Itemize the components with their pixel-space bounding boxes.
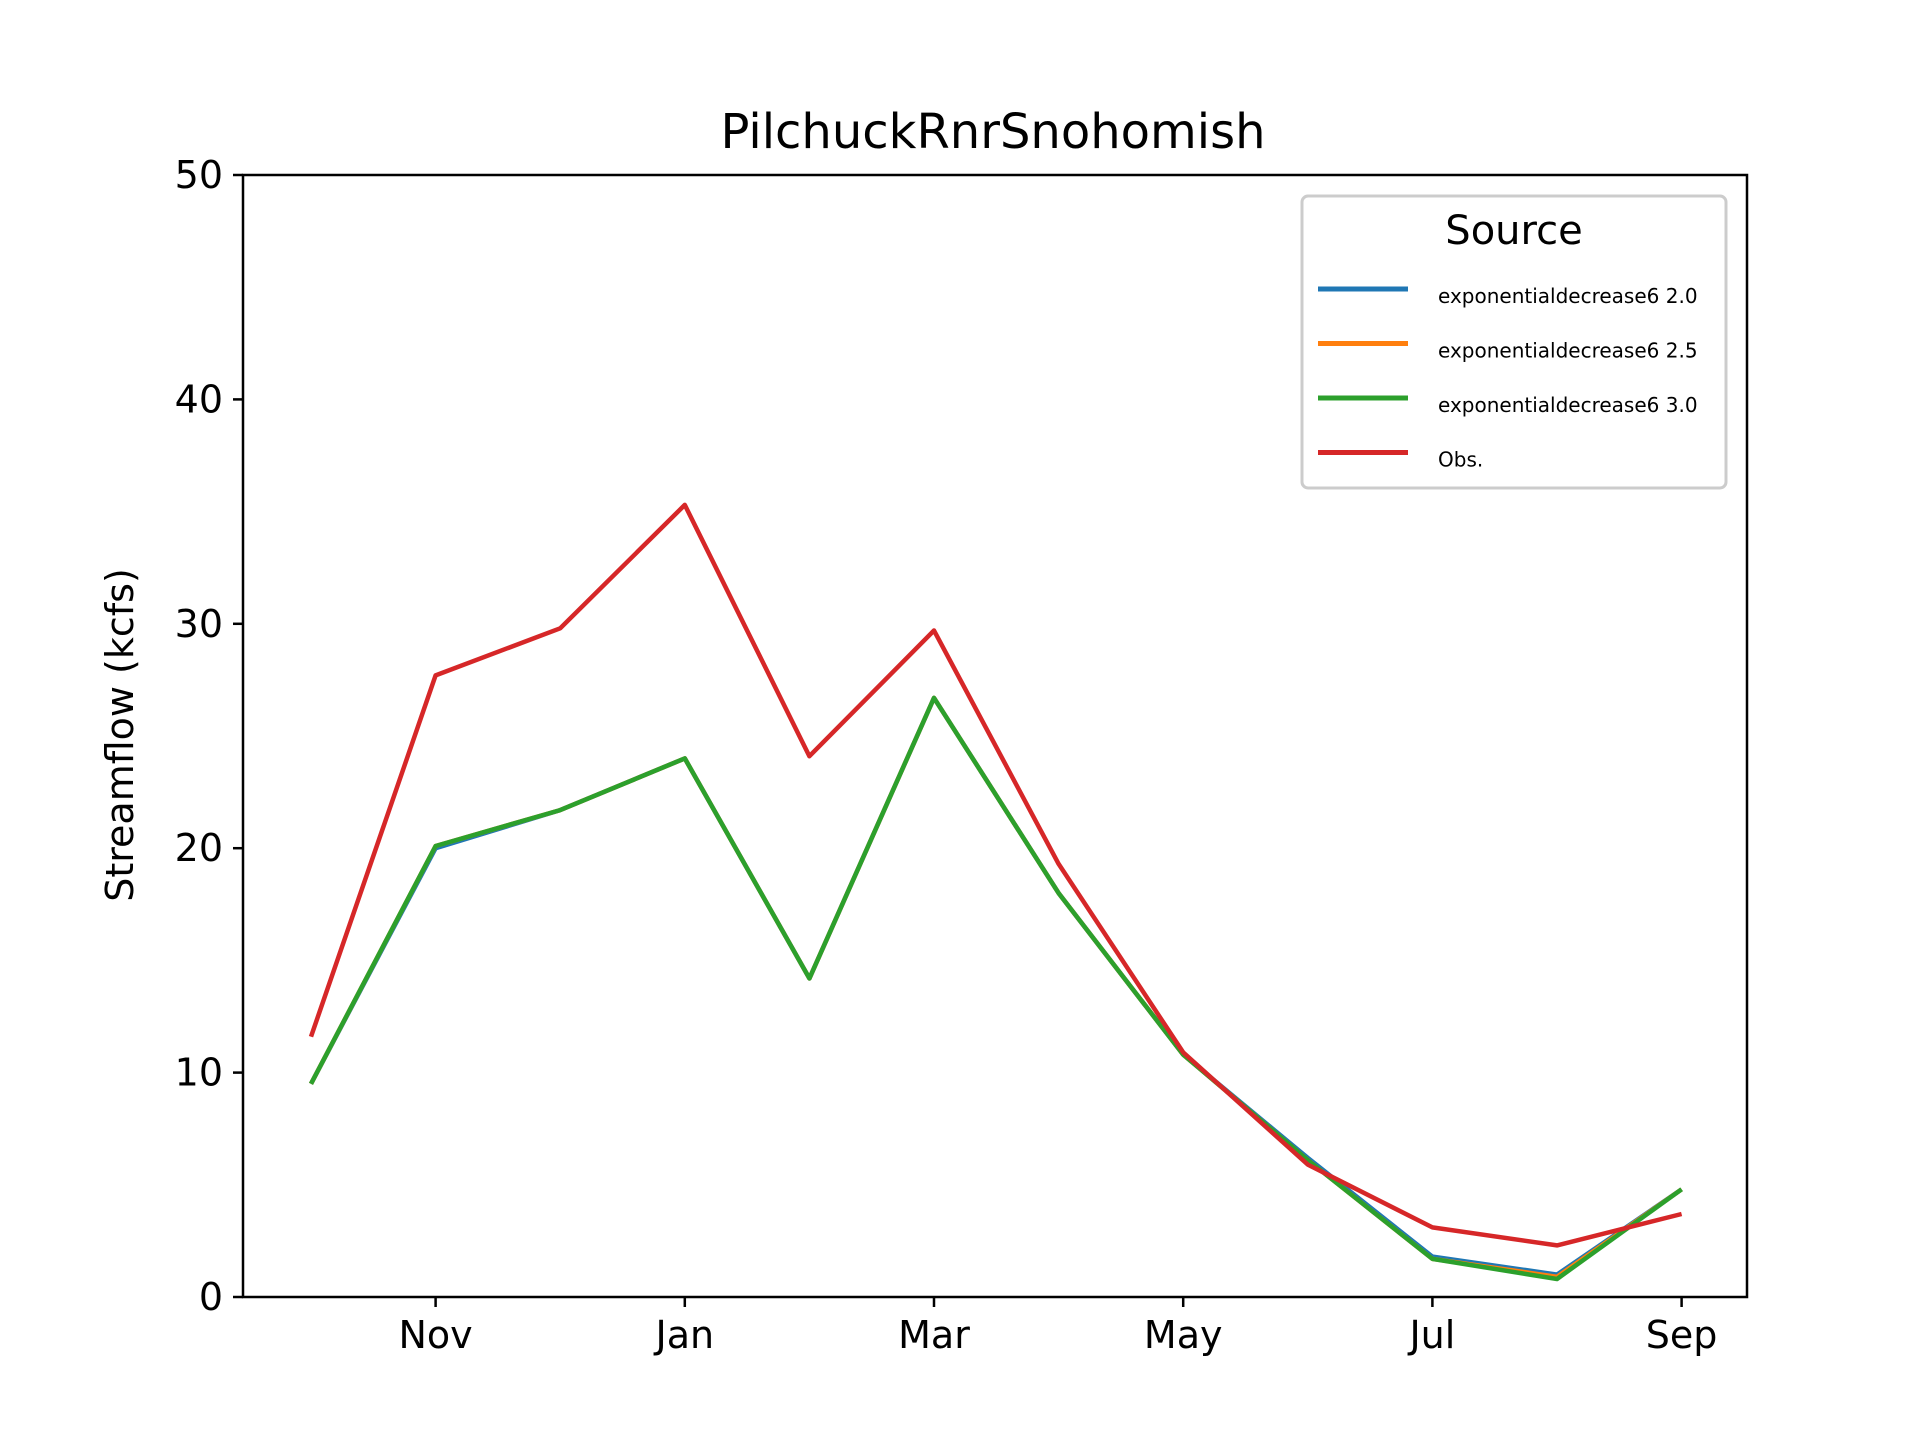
legend-label-4: Obs.: [1438, 448, 1483, 472]
legend-label-3: exponentialdecrease6 3.0: [1438, 393, 1698, 417]
legend-title: Source: [1445, 208, 1582, 254]
x-tick-label-mar: Mar: [898, 1313, 970, 1357]
series-line-3: [309, 695, 1683, 1282]
series-line-1: [309, 695, 1683, 1277]
plot-frame: [241, 173, 1749, 1299]
x-tick-label-may: May: [1144, 1313, 1223, 1357]
x-tick-label-jul: Jul: [1407, 1313, 1455, 1357]
y-tick-label-10: 10: [175, 1051, 223, 1095]
series-line-2: [309, 695, 1683, 1280]
y-tick-label-30: 30: [175, 602, 223, 646]
legend: Source exponentialdecrease6 2.0 exponenti…: [1300, 194, 1728, 490]
x-tick-label-nov: Nov: [399, 1313, 473, 1357]
chart-title: PilchuckRnrSnohomish: [720, 104, 1265, 160]
x-tick-label-sep: Sep: [1646, 1313, 1718, 1357]
axes: 0 10 20 30 40 50 Nov Jan Mar May Jul Sep: [175, 153, 1718, 1357]
y-tick-label-0: 0: [199, 1275, 223, 1319]
y-axis-label: Streamflow (kcfs): [98, 568, 142, 902]
legend-label-1: exponentialdecrease6 2.0: [1438, 284, 1698, 308]
x-tick-label-jan: Jan: [654, 1313, 715, 1357]
y-tick-label-50: 50: [175, 153, 223, 197]
y-tick-label-20: 20: [175, 826, 223, 870]
y-tick-label-40: 40: [175, 377, 223, 421]
legend-label-2: exponentialdecrease6 2.5: [1438, 339, 1698, 363]
legend-box: [1300, 194, 1728, 490]
plot-area: [308, 502, 1683, 1282]
series-line-4: [308, 502, 1683, 1248]
